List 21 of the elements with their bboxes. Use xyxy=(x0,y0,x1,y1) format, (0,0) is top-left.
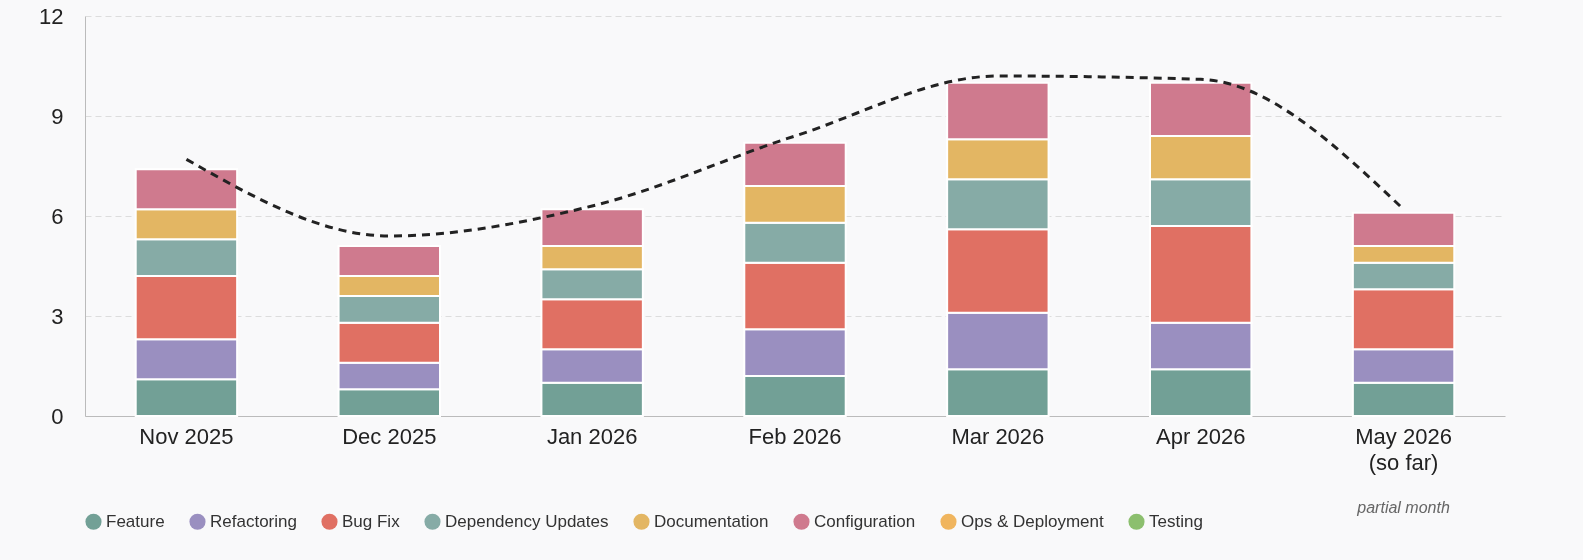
legend-label: Configuration xyxy=(814,511,916,531)
x-tick-label: May 2026 (so far) xyxy=(1355,423,1452,475)
x-tick-label: Nov 2025 xyxy=(139,423,234,449)
legend-label: Refactoring xyxy=(210,511,297,531)
x-tick-label: Jan 2026 xyxy=(546,423,638,449)
y-tick-label: 0 xyxy=(51,403,64,429)
text: partial month xyxy=(1356,499,1450,516)
x-tick-label: Feb 2026 xyxy=(748,423,842,449)
y-tick-label: 3 xyxy=(51,303,64,329)
legend-label: Ops & Deployment xyxy=(961,511,1104,531)
legend-label: Feature xyxy=(106,511,165,531)
y-tick-label: 6 xyxy=(51,203,64,229)
legend-label: Dependency Updates xyxy=(445,511,609,531)
legend-label: Bug Fix xyxy=(342,511,401,531)
y-tick-label: 9 xyxy=(51,103,64,129)
x-tick-label: Apr 2026 xyxy=(1156,423,1246,449)
legend-label: Documentation xyxy=(654,511,769,531)
x-tick-label: Mar 2026 xyxy=(951,423,1045,449)
y-tick-label: 12 xyxy=(39,3,64,29)
x-tick-label: Dec 2025 xyxy=(342,423,437,449)
legend-label: Testing xyxy=(1149,511,1203,531)
